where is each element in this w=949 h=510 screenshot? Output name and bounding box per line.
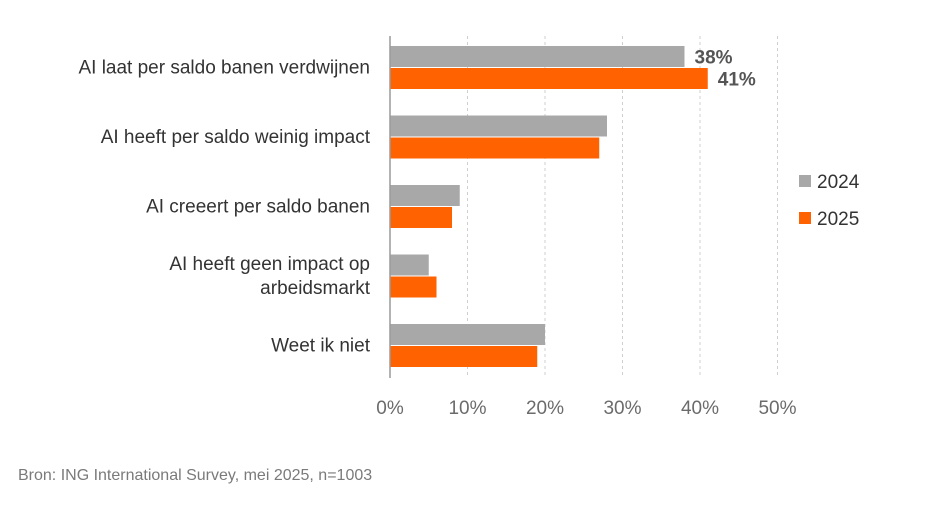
bar-2024 [390,115,607,137]
x-tick-label: 20% [526,398,564,419]
category-label: AI creeert per saldo banen [146,197,370,218]
bar-2024 [390,46,685,67]
legend: 2024 2025 [799,172,860,230]
legend-label: 2024 [817,172,860,193]
bar-2025 [390,137,600,159]
x-tick-labels: 0% 10% 20% 30% 40% 50% [376,398,796,419]
category-label: arbeidsmarkt [260,278,371,299]
bar-2025 [390,207,452,228]
x-tick-label: 30% [603,398,641,419]
source-note: Bron: ING International Survey, mei 2025… [18,467,373,484]
bar-2024 [390,254,429,276]
bar-2025 [390,276,437,298]
bar-2025 [390,68,708,89]
x-tick-label: 40% [681,398,719,419]
bar-2025 [390,346,538,367]
data-label: 41% [718,70,756,91]
x-tick-label: 50% [758,398,796,419]
category-label: AI heeft per saldo weinig impact [101,127,371,148]
legend-label: 2025 [817,209,859,230]
x-tick-label: 0% [376,398,404,419]
category-label: AI heeft geen impact op [169,254,370,275]
category-labels: AI laat per saldo banen verdwijnen AI hee… [78,58,370,357]
bar-2024 [390,185,460,206]
data-labels: 38%41% [695,48,756,91]
x-tick-label: 10% [448,398,486,419]
bars [390,46,708,367]
legend-swatch [799,175,811,187]
gridlines [467,36,778,378]
data-label: 38% [695,48,733,69]
bar-2024 [390,324,545,345]
legend-swatch [799,212,811,224]
category-label: Weet ik niet [271,336,371,357]
category-label: AI laat per saldo banen verdwijnen [78,58,370,79]
